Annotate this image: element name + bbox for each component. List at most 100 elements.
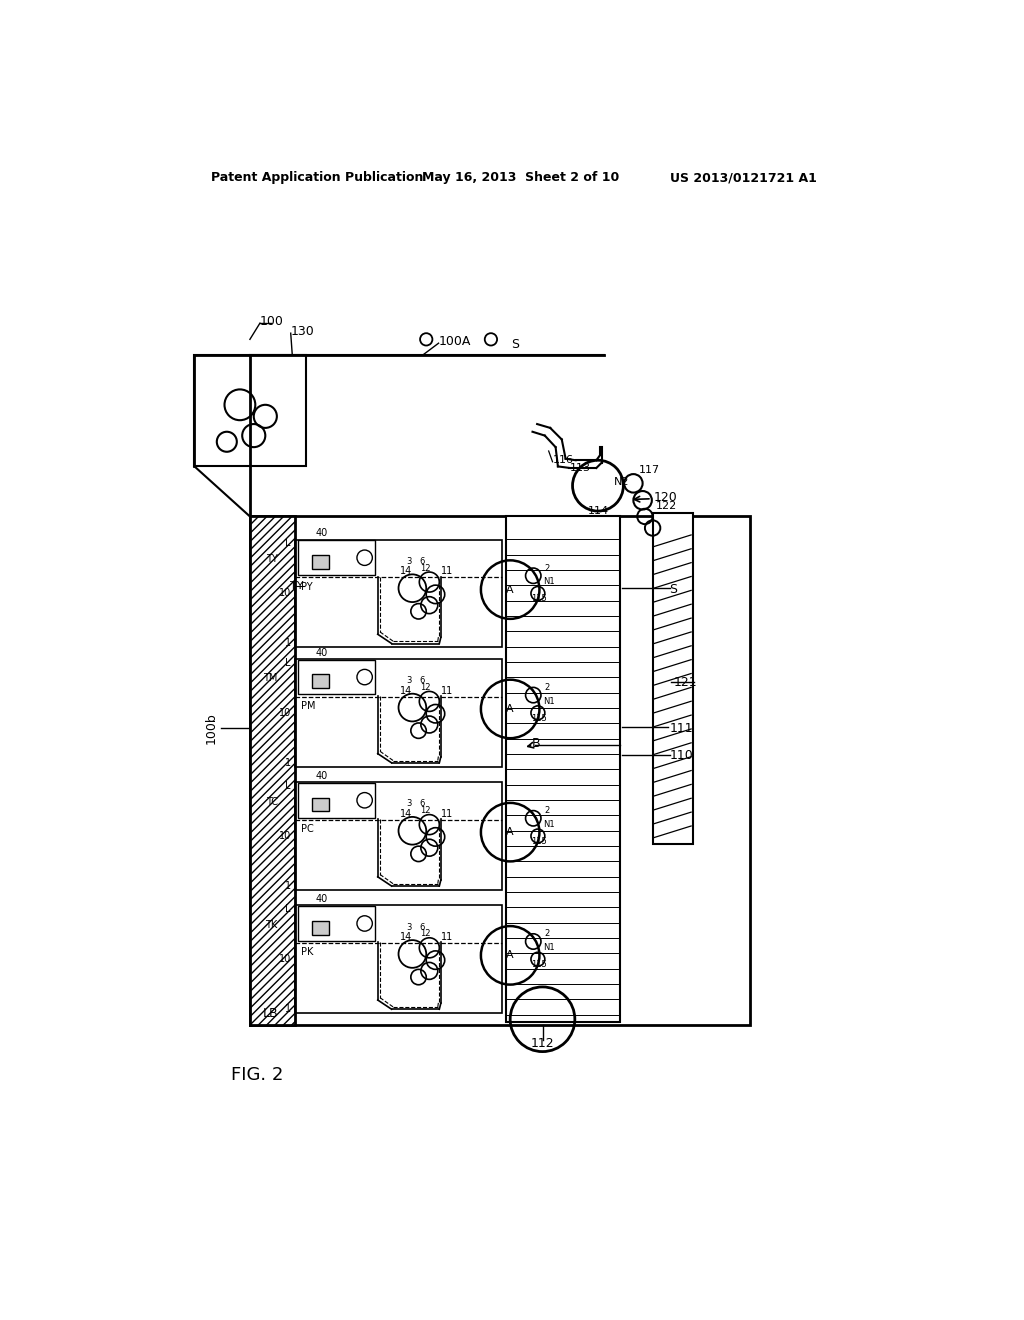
- Text: 14: 14: [400, 685, 413, 696]
- Bar: [652, 512, 692, 843]
- Text: 113: 113: [569, 463, 591, 473]
- Text: A: A: [506, 704, 514, 714]
- Bar: [506, 516, 620, 1022]
- Text: 3: 3: [406, 923, 412, 932]
- Text: 12: 12: [420, 929, 431, 939]
- Text: 111: 111: [670, 722, 693, 735]
- Text: 10: 10: [279, 832, 291, 841]
- Bar: [195, 355, 306, 466]
- Text: 121: 121: [674, 676, 697, 689]
- Bar: [298, 907, 376, 941]
- Text: N1: N1: [543, 577, 554, 586]
- Text: N1: N1: [543, 820, 554, 829]
- Text: B: B: [532, 737, 541, 750]
- Text: 12: 12: [420, 564, 431, 573]
- Bar: [312, 921, 330, 935]
- Text: 3: 3: [406, 800, 412, 808]
- Text: PM: PM: [301, 701, 315, 711]
- Text: L: L: [286, 539, 291, 548]
- Text: 14: 14: [400, 566, 413, 577]
- Text: 10: 10: [279, 589, 291, 598]
- Text: FIG. 2: FIG. 2: [230, 1065, 283, 1084]
- Text: A: A: [506, 585, 514, 594]
- Text: A: A: [506, 828, 514, 837]
- Bar: [312, 554, 330, 569]
- Text: 12: 12: [420, 807, 431, 816]
- Text: 117: 117: [639, 465, 659, 475]
- Text: 40: 40: [315, 771, 328, 780]
- Text: 6: 6: [419, 923, 424, 932]
- Text: TY: TY: [266, 554, 278, 564]
- Text: N1: N1: [543, 697, 554, 706]
- Text: 6: 6: [419, 800, 424, 808]
- Text: US 2013/0121721 A1: US 2013/0121721 A1: [670, 172, 816, 185]
- Text: 11: 11: [441, 809, 454, 818]
- Text: PK: PK: [301, 948, 313, 957]
- Text: PC: PC: [301, 824, 313, 834]
- Text: 120: 120: [654, 491, 678, 504]
- Text: 40: 40: [315, 648, 328, 657]
- Text: 115: 115: [531, 714, 547, 722]
- Text: 115: 115: [531, 837, 547, 846]
- Text: May 16, 2013  Sheet 2 of 10: May 16, 2013 Sheet 2 of 10: [422, 172, 618, 185]
- Text: 10: 10: [279, 708, 291, 718]
- Text: 1: 1: [285, 639, 291, 648]
- Text: 100A: 100A: [438, 335, 471, 348]
- Text: L: L: [286, 904, 291, 915]
- Text: 2: 2: [545, 682, 550, 692]
- Text: 1: 1: [285, 758, 291, 768]
- Bar: [295, 659, 503, 767]
- Text: 112: 112: [530, 1038, 554, 1051]
- Text: 1: 1: [285, 880, 291, 891]
- Text: 110: 110: [670, 748, 693, 762]
- Text: 40: 40: [315, 528, 328, 539]
- Text: 122: 122: [655, 502, 677, 511]
- Text: 10: 10: [279, 954, 291, 964]
- Text: TC: TC: [265, 796, 278, 807]
- Text: 3: 3: [406, 676, 412, 685]
- Bar: [298, 660, 376, 694]
- Text: 2: 2: [545, 807, 550, 814]
- Text: 2: 2: [545, 564, 550, 573]
- Text: N1: N1: [543, 944, 554, 952]
- Text: TK: TK: [265, 920, 278, 929]
- Text: 130: 130: [291, 325, 314, 338]
- Text: LB: LB: [263, 1007, 279, 1019]
- Text: 14: 14: [400, 809, 413, 818]
- Text: 3: 3: [406, 557, 412, 566]
- Text: Patent Application Publication: Patent Application Publication: [211, 172, 424, 185]
- Text: 100: 100: [260, 315, 284, 329]
- Bar: [295, 540, 503, 647]
- Text: 14: 14: [400, 932, 413, 942]
- Text: L: L: [286, 657, 291, 668]
- Text: 40: 40: [315, 894, 328, 904]
- Text: 2: 2: [545, 929, 550, 939]
- Text: 114: 114: [588, 506, 609, 516]
- Text: TY: TY: [290, 581, 303, 591]
- Text: 11: 11: [441, 566, 454, 577]
- Text: 6: 6: [419, 676, 424, 685]
- Text: L: L: [286, 781, 291, 791]
- Bar: [295, 781, 503, 890]
- Bar: [312, 797, 330, 812]
- Text: 11: 11: [441, 685, 454, 696]
- Text: 116: 116: [553, 455, 573, 465]
- Text: 115: 115: [531, 960, 547, 969]
- Text: S: S: [670, 583, 678, 597]
- Bar: [312, 675, 330, 688]
- Text: TM: TM: [263, 673, 278, 684]
- Bar: [250, 516, 295, 1024]
- Text: 1: 1: [285, 1005, 291, 1014]
- Text: 100b: 100b: [205, 713, 218, 744]
- Bar: [295, 906, 503, 1014]
- Text: 6: 6: [419, 557, 424, 566]
- Text: 12: 12: [420, 682, 431, 692]
- Text: 11: 11: [441, 932, 454, 942]
- Text: A: A: [506, 950, 514, 961]
- Bar: [298, 540, 376, 576]
- Text: PY: PY: [301, 582, 312, 591]
- Bar: [298, 783, 376, 817]
- Text: S: S: [512, 338, 519, 351]
- Bar: [250, 516, 751, 1024]
- Text: 115: 115: [531, 594, 547, 603]
